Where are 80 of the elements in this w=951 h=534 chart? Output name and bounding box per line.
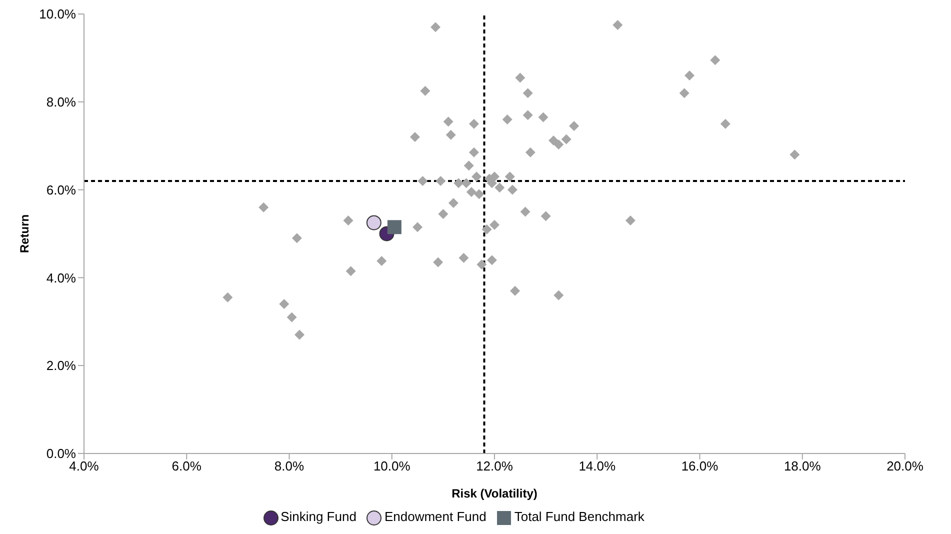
- y-tick-label: 8.0%: [46, 94, 76, 110]
- point: [346, 266, 356, 276]
- x-tick-label: 4.0%: [69, 458, 100, 474]
- point: [490, 172, 500, 182]
- legend-label: Sinking Fund: [280, 509, 356, 524]
- point: [343, 216, 354, 226]
- point: [522, 88, 533, 98]
- point: [376, 256, 387, 266]
- point: [387, 220, 402, 234]
- point: [502, 114, 512, 124]
- point: [443, 116, 454, 127]
- y-axis-title: Return: [17, 214, 32, 254]
- point: [468, 118, 479, 129]
- x-tick-label: 18.0%: [784, 458, 822, 474]
- point: [448, 198, 458, 208]
- x-tick-label: 14.0%: [578, 458, 616, 474]
- x-tick-label: 20.0%: [886, 458, 924, 474]
- point: [490, 220, 500, 230]
- point: [410, 132, 420, 142]
- point: [510, 286, 520, 296]
- point: [486, 255, 497, 266]
- point: [504, 172, 515, 182]
- point: [554, 140, 564, 150]
- point: [412, 222, 423, 232]
- point: [538, 112, 548, 122]
- x-axis-title: Risk (Volatility): [452, 486, 538, 500]
- y-tick-label: 10.0%: [39, 6, 76, 22]
- point: [472, 172, 482, 182]
- point: [507, 184, 518, 195]
- point: [433, 257, 444, 268]
- point: [458, 252, 469, 263]
- point: [525, 147, 536, 158]
- point: [420, 86, 430, 96]
- point: [446, 130, 456, 140]
- legend-label: Total Fund Benchmark: [513, 509, 644, 524]
- point: [561, 134, 572, 144]
- point: [540, 211, 551, 222]
- point: [520, 206, 530, 217]
- x-tick-label: 16.0%: [681, 458, 719, 474]
- point: [438, 208, 448, 219]
- point: [548, 136, 559, 146]
- y-tick-label: 2.0%: [46, 358, 76, 374]
- point: [684, 70, 694, 81]
- point: [222, 292, 233, 302]
- point: [258, 202, 269, 212]
- point: [569, 121, 580, 132]
- point: [494, 182, 505, 193]
- point: [286, 312, 297, 322]
- point: [464, 160, 474, 171]
- x-tick-label: 8.0%: [274, 458, 304, 474]
- point: [522, 110, 533, 120]
- point: [679, 88, 690, 98]
- point: [279, 299, 290, 310]
- point: [294, 330, 305, 340]
- x-tick-label: 12.0%: [476, 458, 514, 474]
- point: [292, 233, 302, 244]
- point: [554, 290, 564, 300]
- point: [418, 176, 428, 186]
- point: [720, 118, 730, 129]
- point: [436, 176, 446, 186]
- legend-label: Endowment Fund: [383, 509, 486, 524]
- y-tick-label: 6.0%: [46, 182, 76, 198]
- point: [466, 186, 476, 197]
- point: [710, 55, 720, 66]
- point: [366, 215, 382, 230]
- x-tick-label: 10.0%: [373, 458, 411, 474]
- point: [625, 216, 636, 226]
- point: [474, 189, 484, 200]
- point: [454, 178, 464, 188]
- point: [430, 22, 440, 32]
- point: [461, 178, 472, 188]
- x-tick-label: 6.0%: [172, 458, 202, 474]
- point: [515, 72, 526, 83]
- point: [476, 259, 487, 270]
- point: [482, 224, 492, 234]
- point: [790, 150, 800, 160]
- y-tick-label: 4.0%: [46, 270, 76, 286]
- y-tick-label: 0.0%: [46, 446, 76, 462]
- point: [468, 147, 479, 158]
- point: [612, 20, 623, 30]
